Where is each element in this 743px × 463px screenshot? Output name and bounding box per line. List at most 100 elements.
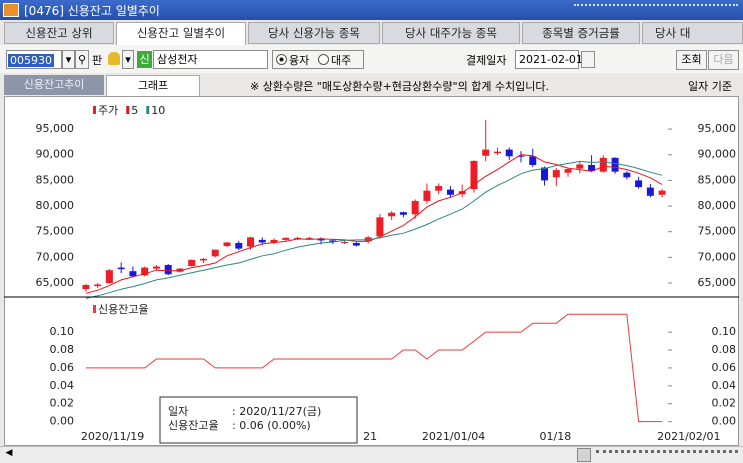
candle-body (141, 267, 149, 276)
subtab[interactable]: 신용잔고추이 (4, 75, 104, 95)
y-tick-label-right: 0.04 (712, 379, 737, 392)
candle-body (94, 284, 102, 287)
candle-body (517, 155, 525, 157)
bell-icon[interactable] (108, 52, 120, 65)
scroll-left[interactable]: ◀ (5, 448, 13, 458)
y-tick-label: 85,000 (36, 173, 75, 186)
candle-body (294, 237, 302, 239)
tab[interactable]: 당사 대 (642, 22, 743, 44)
candle-body (599, 157, 607, 172)
tooltip-key: 신용잔고율 (168, 419, 219, 432)
radio-on[interactable] (276, 54, 287, 65)
tab[interactable]: 신용잔고 상위 (4, 22, 114, 44)
y-tick-label-right: 0.00 (712, 415, 737, 428)
candle-body (505, 149, 513, 157)
pan-label[interactable]: 판 (92, 54, 103, 67)
tooltip-value: : 2020/11/27(금) (232, 405, 321, 418)
dropdown[interactable]: ▾ (62, 50, 75, 69)
candle-body (635, 180, 643, 188)
y-tick-label: 70,000 (36, 250, 75, 263)
chart-panel (4, 96, 739, 446)
sin-badge[interactable]: 신 (137, 51, 152, 68)
x-tick-label: 01/18 (540, 430, 572, 443)
zoom-controls[interactable] (596, 450, 738, 460)
tooltip-box (159, 396, 358, 444)
window-title: [0476] 신용잔고 일별추이 (24, 4, 160, 18)
candle-body (305, 237, 313, 239)
tab[interactable]: 당사 대주가능 종목 (382, 22, 520, 44)
candle-body (117, 267, 125, 270)
app-icon (3, 3, 19, 17)
candle-body (611, 157, 619, 172)
basis: 일자 기준 (688, 80, 732, 93)
candle-body (588, 164, 596, 172)
radio-label[interactable]: 대주 (331, 54, 352, 67)
y-tick-label-right: 80,000 (698, 199, 737, 212)
y-tick-label: 65,000 (36, 276, 75, 289)
ma-line (85, 154, 663, 294)
x-tick-label: 2021/02/01 (657, 430, 720, 443)
candle-body (564, 169, 572, 173)
chart: 65,000 65,000 70,000 70,000 75,000 75,000 80,0… (4, 104, 739, 444)
y-tick-label-right: 85,000 (698, 173, 737, 186)
candle-body (188, 259, 196, 267)
x-tick-label: 2020/11/19 (81, 430, 144, 443)
y-tick-label: 0.08 (50, 343, 75, 356)
ma-line (85, 160, 663, 299)
calendar-icon[interactable] (581, 51, 595, 68)
y-tick-label-right: 0.10 (712, 325, 737, 338)
candle-body (341, 241, 349, 243)
scroll-thumb[interactable] (577, 448, 591, 462)
tooltip-value: : 0.06 (0.00%) (232, 419, 311, 432)
candle-body (646, 187, 654, 196)
legend-swatch (93, 305, 96, 313)
y-tick-label: 0.10 (50, 325, 75, 338)
candle-body (529, 156, 537, 165)
y-tick-label-right: 75,000 (698, 225, 737, 238)
candle-body (435, 186, 443, 191)
legend-swatch (93, 106, 96, 114)
candle-body (658, 190, 666, 195)
tab[interactable]: 당사 신용가능 종목 (248, 22, 380, 44)
radio-off[interactable] (318, 54, 329, 65)
candle-body (329, 240, 337, 242)
title-bar: [0476] 신용잔고 일별추이 (0, 0, 743, 20)
candle-body (258, 239, 266, 243)
x-tick-label: 21 (363, 430, 377, 443)
y-tick-label-right: 95,000 (698, 122, 737, 135)
legend-swatch (146, 106, 150, 114)
candle-body (282, 237, 290, 240)
scrollbar[interactable]: ◀ (0, 446, 743, 463)
y-tick-label-right: 0.06 (712, 361, 737, 374)
date-label: 결제일자 (466, 54, 507, 67)
radio-label[interactable]: 융자 (289, 54, 310, 67)
legend-label: 5 (131, 104, 138, 117)
candle-body (164, 265, 172, 275)
code-input[interactable]: 005930 (6, 50, 62, 69)
candle-body (376, 217, 384, 237)
candle-body (482, 149, 490, 156)
tab-active[interactable]: 신용잔고 일별추이 (116, 22, 246, 45)
candle-body (105, 270, 113, 283)
candle-body (388, 212, 396, 217)
candle-body (446, 189, 454, 195)
y-tick-label: 0.06 (50, 361, 75, 374)
tooltip-key: 일자 (168, 404, 188, 418)
candle-body (364, 237, 372, 242)
search-button[interactable]: 조회 (676, 50, 707, 70)
dropdown[interactable]: ▾ (122, 50, 134, 69)
tab[interactable]: 종목별 증거금률 (522, 22, 640, 44)
next-button[interactable]: 다음 (708, 50, 739, 70)
y-tick-label: 90,000 (36, 148, 75, 161)
window-buttons[interactable] (574, 4, 738, 16)
y-tick-label: 0.00 (50, 415, 75, 428)
subtab-active[interactable]: 그래프 (106, 75, 200, 96)
search-icon[interactable]: ⚲ (75, 50, 89, 69)
date-input[interactable]: 2021-02-01 (515, 50, 583, 69)
legend-label: 주가 (98, 104, 118, 117)
candle-body (176, 268, 184, 272)
candle-body (235, 242, 243, 249)
candle-body (129, 271, 137, 277)
candle-body (576, 164, 584, 169)
